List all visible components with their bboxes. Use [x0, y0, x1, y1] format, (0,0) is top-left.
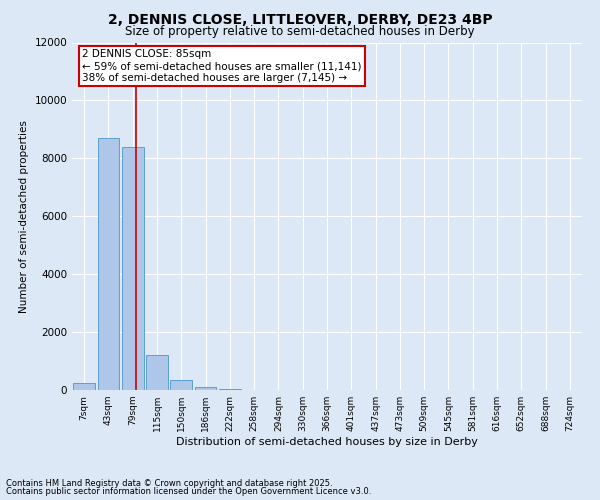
Bar: [97, 138, 119, 390]
Text: 2, DENNIS CLOSE, LITTLEOVER, DERBY, DE23 4BP: 2, DENNIS CLOSE, LITTLEOVER, DERBY, DE23…: [107, 12, 493, 26]
Bar: [219, 388, 241, 390]
X-axis label: Distribution of semi-detached houses by size in Derby: Distribution of semi-detached houses by …: [176, 437, 478, 447]
Bar: [122, 147, 143, 390]
Bar: [194, 387, 217, 390]
Bar: [146, 355, 168, 390]
Y-axis label: Number of semi-detached properties: Number of semi-detached properties: [19, 120, 29, 312]
Text: 2 DENNIS CLOSE: 85sqm
← 59% of semi-detached houses are smaller (11,141)
38% of : 2 DENNIS CLOSE: 85sqm ← 59% of semi-deta…: [82, 50, 362, 82]
Text: Contains public sector information licensed under the Open Government Licence v3: Contains public sector information licen…: [6, 487, 371, 496]
Bar: [170, 380, 192, 390]
Text: Size of property relative to semi-detached houses in Derby: Size of property relative to semi-detach…: [125, 25, 475, 38]
Bar: [73, 383, 95, 390]
Text: Contains HM Land Registry data © Crown copyright and database right 2025.: Contains HM Land Registry data © Crown c…: [6, 478, 332, 488]
